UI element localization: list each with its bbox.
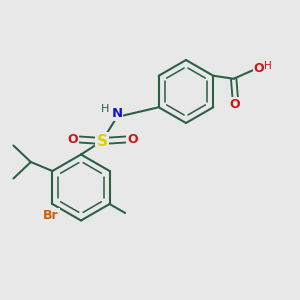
Text: H: H: [101, 104, 109, 115]
Text: Br: Br: [43, 209, 59, 222]
Text: O: O: [127, 133, 138, 146]
Text: O: O: [230, 98, 241, 111]
Text: O: O: [68, 133, 78, 146]
Text: H: H: [264, 61, 272, 71]
Text: S: S: [97, 134, 107, 148]
Text: N: N: [111, 107, 123, 120]
Text: O: O: [254, 62, 265, 75]
